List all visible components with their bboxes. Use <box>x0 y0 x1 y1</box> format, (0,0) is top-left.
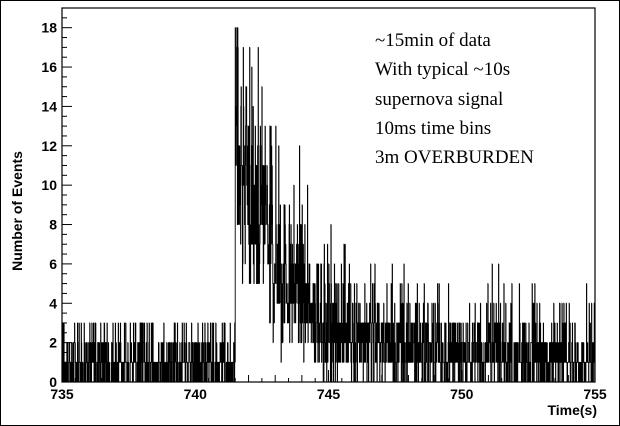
y-tick-label: 14 <box>41 98 57 114</box>
y-tick-label: 6 <box>49 256 57 272</box>
x-tick-label: 735 <box>50 386 74 402</box>
x-tick-label: 755 <box>583 386 607 402</box>
y-tick-label: 2 <box>49 335 57 351</box>
y-tick-label: 0 <box>49 374 57 390</box>
y-tick-label: 12 <box>41 138 57 154</box>
histogram-bars <box>61 27 596 383</box>
y-axis-title: Number of Events <box>9 151 25 271</box>
annotation-line-2: With typical ~10s <box>375 59 510 80</box>
axes: 0 2 4 6 8 10 12 14 16 18 735 740 745 750 755 <box>41 7 607 402</box>
x-tick-label: 745 <box>317 386 341 402</box>
histogram-series <box>61 27 596 383</box>
x-tick-label: 750 <box>450 386 474 402</box>
annotation-line-5: 3m OVERBURDEN <box>375 147 534 168</box>
annotation-line-3: supernova signal <box>375 89 503 110</box>
y-tick-label: 16 <box>41 59 57 75</box>
annotation-line-1: ~15min of data <box>375 30 491 51</box>
y-tick-label: 10 <box>41 177 57 193</box>
annotation-line-4: 10ms time bins <box>375 118 491 139</box>
annotation-block: ~15min of data With typical ~10s superno… <box>375 30 534 168</box>
y-tick-label: 8 <box>49 217 57 233</box>
x-tick-label: 740 <box>184 386 208 402</box>
x-axis-title: Time(s) <box>547 402 597 418</box>
y-tick-label: 4 <box>49 295 57 311</box>
y-tick-label: 18 <box>41 20 57 36</box>
